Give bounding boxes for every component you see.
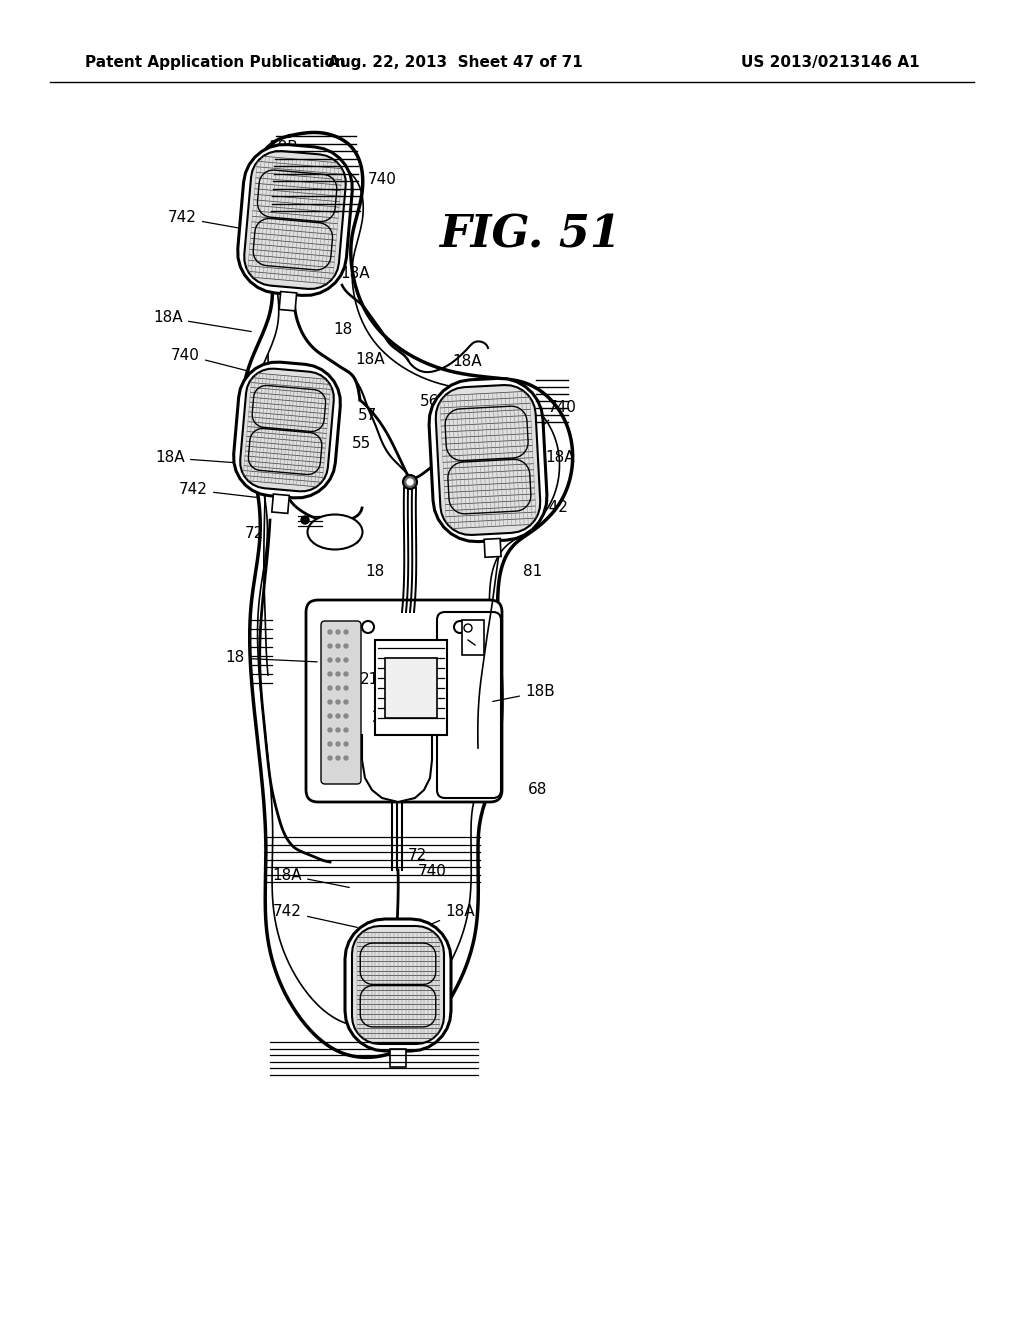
Circle shape <box>336 672 340 676</box>
Text: 18A: 18A <box>532 450 574 466</box>
Circle shape <box>328 714 332 718</box>
Text: 53: 53 <box>342 532 361 548</box>
Text: 56: 56 <box>420 395 439 409</box>
Polygon shape <box>436 385 541 535</box>
Circle shape <box>336 756 340 760</box>
Circle shape <box>344 756 348 760</box>
Text: 18A: 18A <box>272 867 349 887</box>
Text: 18: 18 <box>225 651 317 665</box>
Circle shape <box>328 742 332 746</box>
Bar <box>375 640 447 735</box>
Bar <box>462 620 484 655</box>
Circle shape <box>344 742 348 746</box>
Circle shape <box>336 714 340 718</box>
Polygon shape <box>271 494 290 513</box>
Text: 740: 740 <box>171 347 249 371</box>
Text: 18: 18 <box>333 322 352 338</box>
Text: Patent Application Publication: Patent Application Publication <box>85 55 346 70</box>
Ellipse shape <box>307 515 362 549</box>
Text: 742: 742 <box>273 904 357 928</box>
Text: Aug. 22, 2013  Sheet 47 of 71: Aug. 22, 2013 Sheet 47 of 71 <box>328 55 583 70</box>
Circle shape <box>336 644 340 648</box>
Circle shape <box>336 729 340 733</box>
Circle shape <box>344 714 348 718</box>
Polygon shape <box>429 379 547 541</box>
Text: 742: 742 <box>168 210 247 230</box>
Polygon shape <box>362 735 432 803</box>
Text: 740: 740 <box>418 865 446 879</box>
Circle shape <box>328 657 332 663</box>
Text: 18B: 18B <box>268 140 330 157</box>
Text: 18A: 18A <box>452 355 481 370</box>
Circle shape <box>344 672 348 676</box>
Text: 18B: 18B <box>493 685 555 701</box>
Circle shape <box>328 686 332 690</box>
Text: 18A: 18A <box>154 310 251 331</box>
Text: 18A: 18A <box>355 352 385 367</box>
Circle shape <box>336 742 340 746</box>
Text: 18A: 18A <box>425 904 475 927</box>
Polygon shape <box>484 539 501 557</box>
Circle shape <box>344 644 348 648</box>
Text: 55: 55 <box>352 436 372 450</box>
Polygon shape <box>390 1049 406 1067</box>
Circle shape <box>336 657 340 663</box>
Circle shape <box>344 700 348 704</box>
Circle shape <box>344 729 348 733</box>
Polygon shape <box>245 150 346 289</box>
Text: FIG. 51: FIG. 51 <box>439 214 621 256</box>
Text: 740: 740 <box>368 173 397 187</box>
Bar <box>385 657 437 718</box>
Circle shape <box>301 516 309 524</box>
Circle shape <box>328 630 332 634</box>
Text: 18: 18 <box>365 565 384 579</box>
Circle shape <box>362 620 374 634</box>
Polygon shape <box>241 368 334 491</box>
Polygon shape <box>352 927 444 1044</box>
Text: 68: 68 <box>528 783 548 797</box>
Circle shape <box>328 729 332 733</box>
Text: US 2013/0213146 A1: US 2013/0213146 A1 <box>740 55 920 70</box>
Circle shape <box>464 624 472 632</box>
FancyBboxPatch shape <box>306 601 502 803</box>
Circle shape <box>328 756 332 760</box>
Polygon shape <box>280 292 297 310</box>
Circle shape <box>336 630 340 634</box>
Circle shape <box>407 479 413 484</box>
FancyBboxPatch shape <box>321 620 361 784</box>
Text: 72: 72 <box>408 849 427 863</box>
Text: 21A: 21A <box>372 710 401 726</box>
Text: 57: 57 <box>358 408 377 422</box>
Text: 742: 742 <box>524 500 569 516</box>
Circle shape <box>328 700 332 704</box>
Circle shape <box>336 700 340 704</box>
Text: 740: 740 <box>542 400 577 426</box>
Polygon shape <box>238 145 352 296</box>
Circle shape <box>454 620 466 634</box>
Text: 18A: 18A <box>328 265 370 284</box>
Circle shape <box>328 672 332 676</box>
Circle shape <box>344 630 348 634</box>
Polygon shape <box>345 919 451 1051</box>
FancyBboxPatch shape <box>437 612 501 799</box>
Text: 72: 72 <box>245 525 264 540</box>
Text: 81: 81 <box>523 565 543 579</box>
Text: 18A: 18A <box>156 450 250 466</box>
Circle shape <box>403 475 417 488</box>
Circle shape <box>344 686 348 690</box>
Text: 21: 21 <box>360 672 379 688</box>
Circle shape <box>328 644 332 648</box>
Text: 11: 11 <box>372 690 391 705</box>
Text: 742: 742 <box>179 483 259 498</box>
Polygon shape <box>242 132 572 1057</box>
Circle shape <box>336 686 340 690</box>
Circle shape <box>344 657 348 663</box>
Polygon shape <box>233 362 340 498</box>
